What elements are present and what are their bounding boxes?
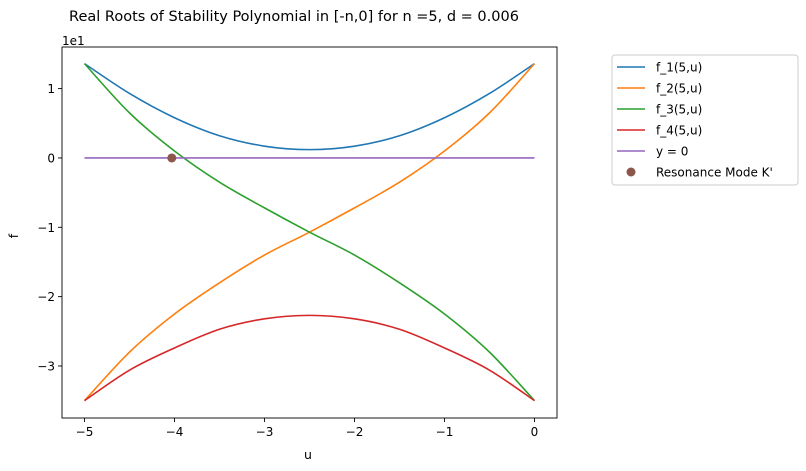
resonance-point-1 xyxy=(167,153,177,163)
legend: f_1(5,u) f_2(5,u) f_3(5,u) f_4(5,u)y = 0 Res… xyxy=(611,54,799,186)
y-axis-label: f xyxy=(6,233,21,238)
legend-label: f_1(5,u) xyxy=(656,61,702,75)
plot-frame xyxy=(61,46,558,419)
legend-swatch xyxy=(626,167,636,177)
y-tick-label: 0 xyxy=(47,151,55,165)
legend-label: y = 0 xyxy=(656,145,688,159)
x-axis-label: u xyxy=(304,447,312,462)
series-line-3 xyxy=(83,63,536,402)
series-line-4 xyxy=(84,314,535,402)
series-line-1 xyxy=(84,62,535,151)
x-tick-label: −4 xyxy=(166,425,184,439)
plot-area xyxy=(83,62,536,402)
y-offset-label: 1e1 xyxy=(62,34,85,48)
legend-label: f_3(5,u) xyxy=(656,103,702,117)
y-tick-label: 1 xyxy=(47,82,55,96)
legend-box xyxy=(611,54,799,186)
legend-label: f_4(5,u) xyxy=(656,124,702,138)
legend-label: Resonance Mode K' xyxy=(656,166,773,180)
y-axis: 1 0 −1 −2 −3 xyxy=(37,82,62,373)
x-axis: −5 −4 −3 −2 −1 0 xyxy=(76,418,539,439)
x-tick-label: −5 xyxy=(76,425,94,439)
y-tick-label: −2 xyxy=(37,290,55,304)
y-tick-label: −1 xyxy=(37,221,55,235)
x-tick-label: −2 xyxy=(346,425,364,439)
x-tick-label: 0 xyxy=(531,425,539,439)
x-tick-label: −3 xyxy=(256,425,274,439)
chart-title: Real Roots of Stability Polynomial in [-… xyxy=(69,9,519,25)
legend-label: f_2(5,u) xyxy=(656,82,702,96)
y-tick-label: −3 xyxy=(37,359,55,373)
x-tick-label: −1 xyxy=(436,425,454,439)
